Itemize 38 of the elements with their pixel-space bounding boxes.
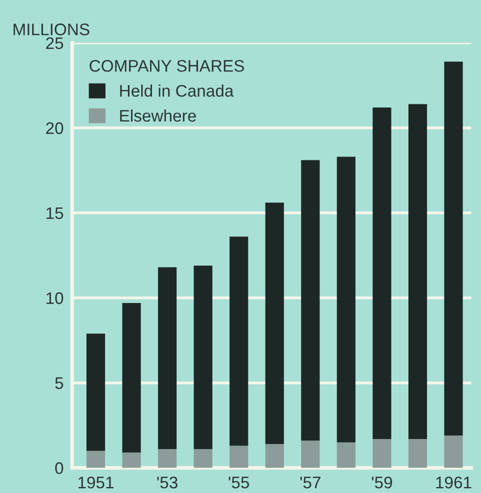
bar [372,438,392,468]
x-tick-label: '55 [228,476,250,488]
x-tick-label: 1961 [436,476,472,488]
bar [265,444,284,468]
legend-title: COMPANY SHARES [90,60,244,72]
x-tick-label: '57 [300,476,320,488]
bar [230,446,248,468]
bar [408,104,428,439]
bar [336,442,356,468]
bar [230,236,248,446]
bar [336,156,356,442]
bar [194,266,212,450]
bar [301,440,320,468]
bar [444,436,463,468]
bar [86,334,106,451]
y-tick-label: 15 [46,207,64,220]
legend-label: Elsewhere [120,109,196,122]
legend-label: Held in Canada [120,84,234,97]
bar [444,62,463,436]
y-tick-label: 20 [46,122,64,134]
bar [158,449,177,468]
bar [86,450,106,468]
bar [408,438,428,468]
x-tick-label: 1951 [78,476,114,488]
x-tick-label: '53 [157,476,178,488]
y-tick-label: 5 [55,377,64,390]
y-tick-label: 10 [46,292,64,304]
y-tick-label: 25 [46,37,64,50]
bar [122,452,141,468]
bar [372,107,392,439]
bar [301,160,320,441]
bar [122,302,141,453]
x-tick-label: '59 [372,476,392,488]
y-tick-label: 0 [55,462,64,474]
bar [265,202,284,444]
bar [194,449,212,468]
bar [158,267,177,450]
y-axis-title: MILLIONS [14,24,90,36]
